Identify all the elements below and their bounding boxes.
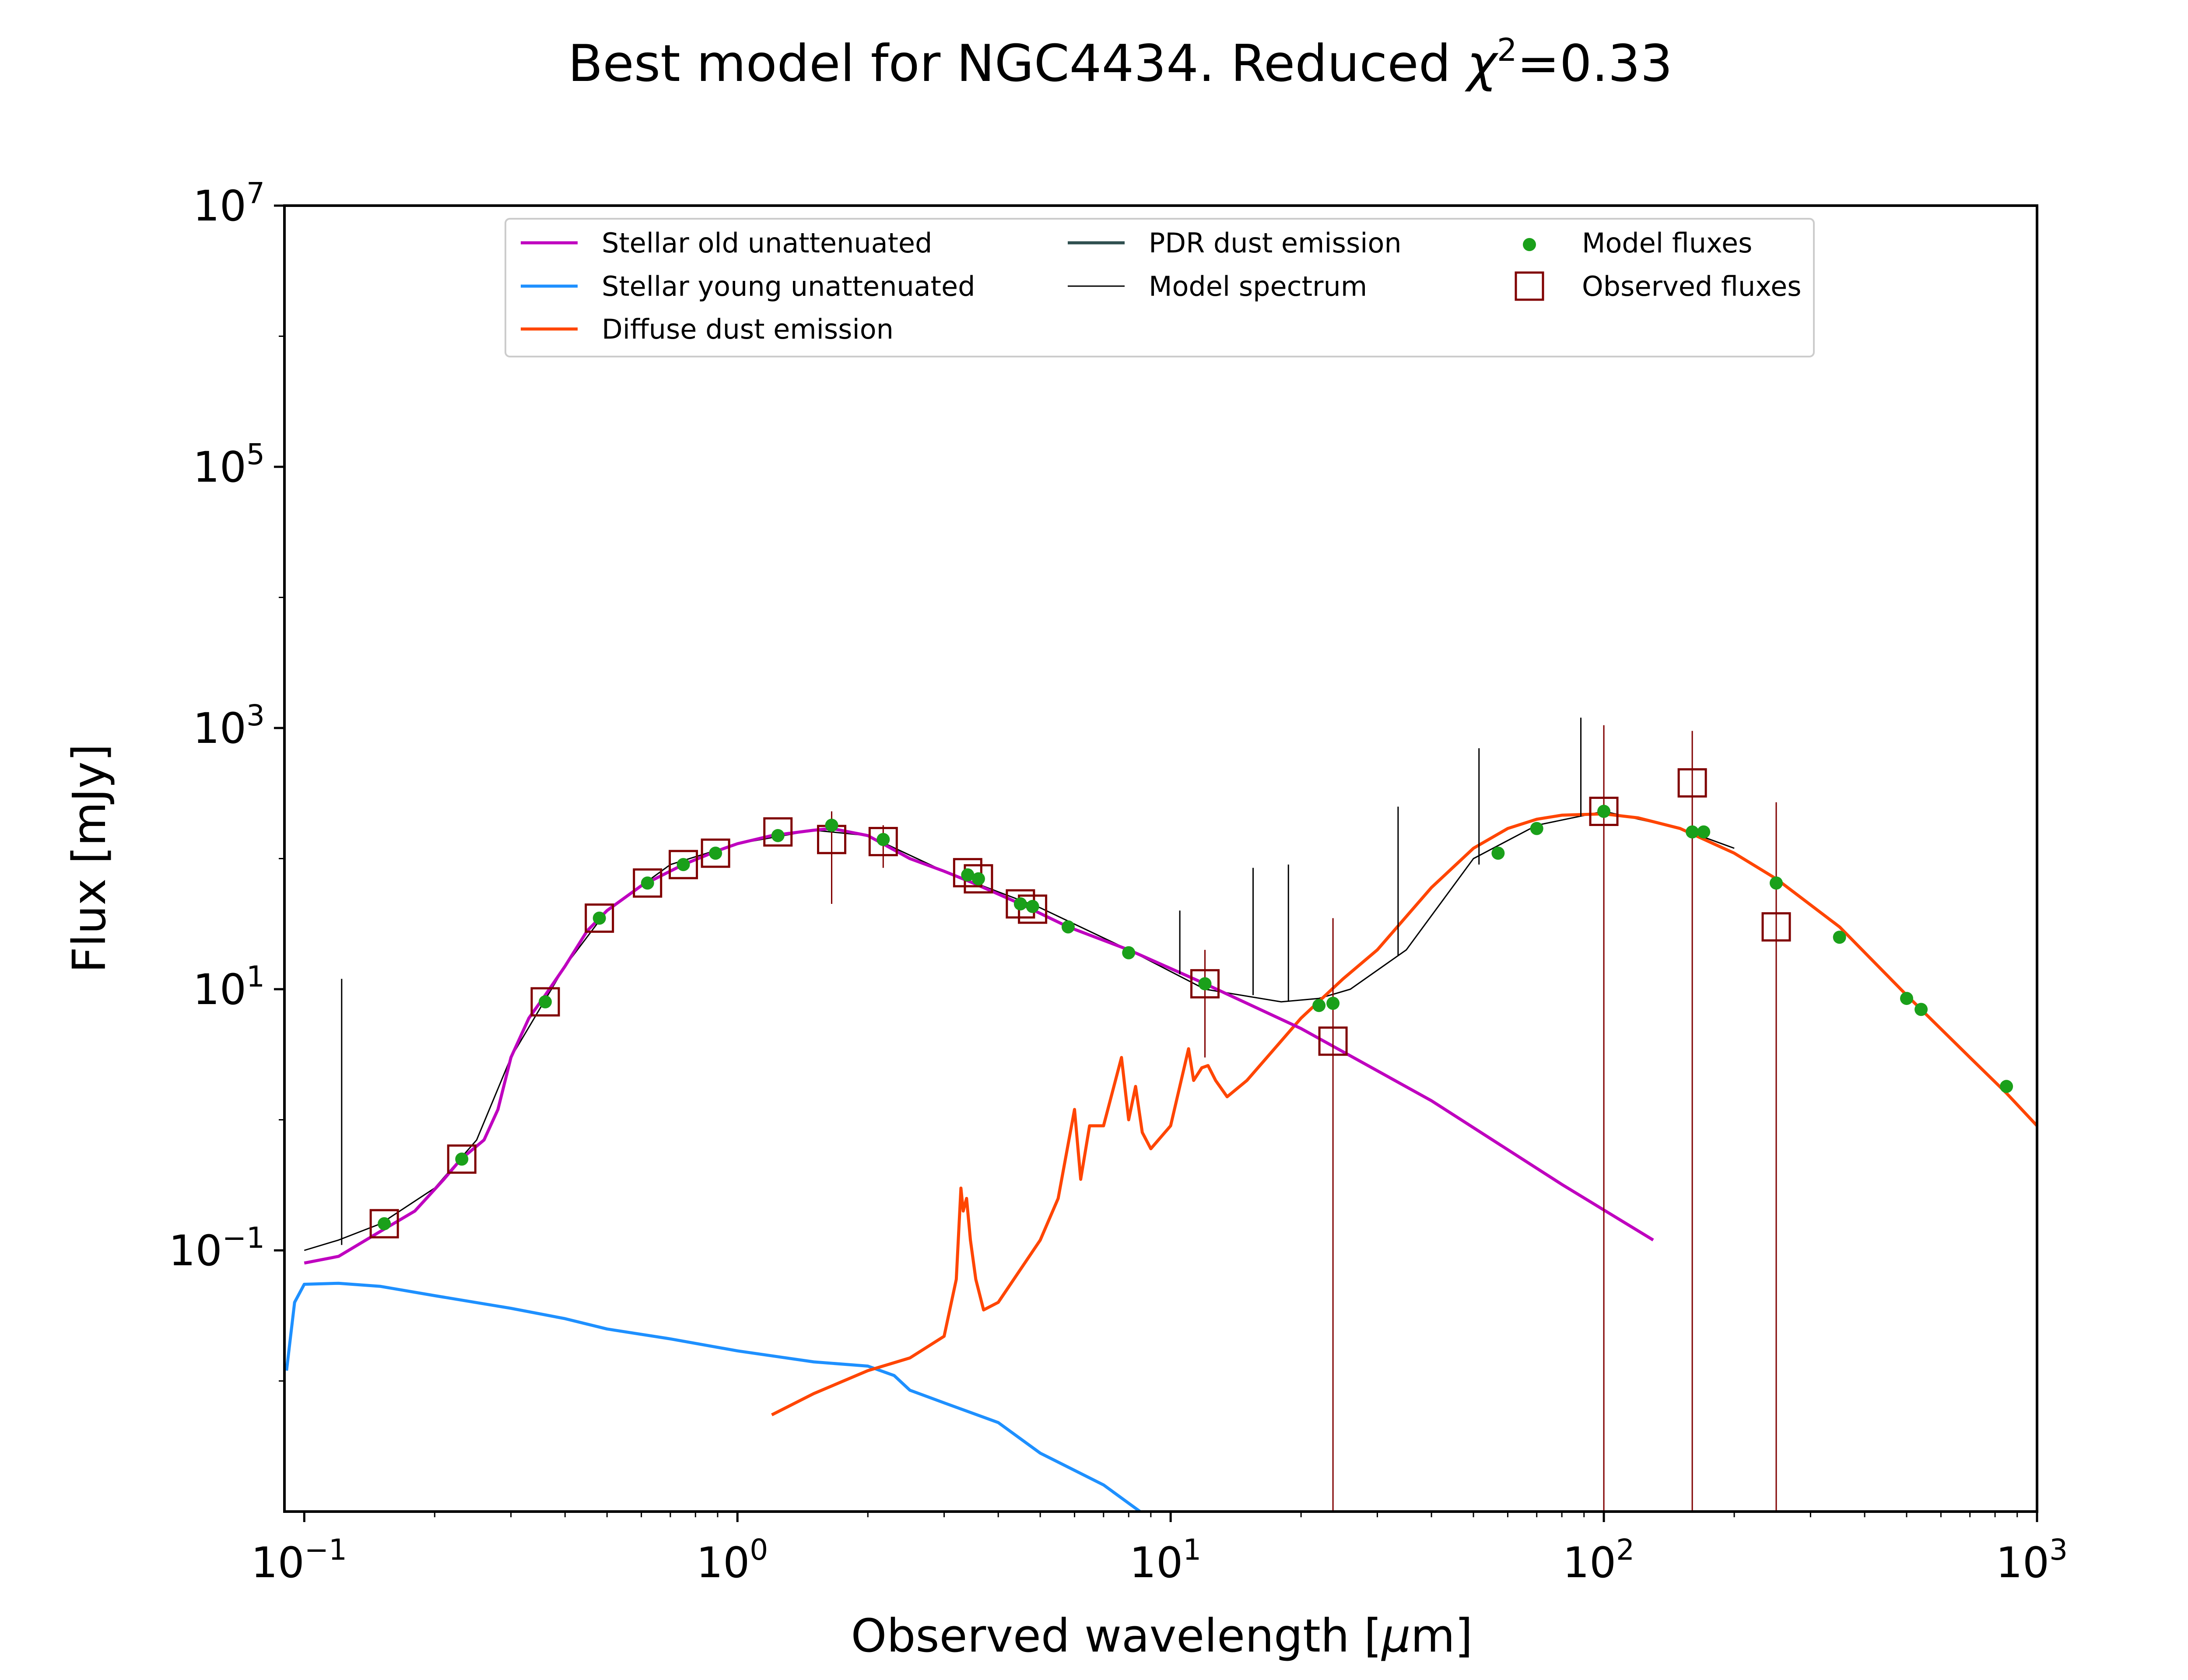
model-flux-point <box>641 876 654 890</box>
observed-flux-point <box>369 1209 399 1239</box>
observed-flux-point <box>447 1144 477 1174</box>
observed-flux-point <box>1761 912 1791 942</box>
y-axis-label: Flux [mJy] <box>63 744 116 973</box>
series-diffuse-dust-emission <box>771 812 2037 1417</box>
observed-flux-point <box>763 817 793 847</box>
observed-flux-point <box>1677 768 1707 798</box>
legend-frame <box>505 218 1815 357</box>
model-flux-point <box>1530 822 1543 835</box>
legend-label-pdr-dust-emission: PDR dust emission <box>1149 227 1402 259</box>
x-tick-label: 103 <box>1996 1533 2068 1587</box>
legend-swatch <box>1523 238 1536 251</box>
model-flux-point <box>538 995 552 1008</box>
observed-flux-point <box>585 903 614 933</box>
model-flux-point <box>825 819 838 832</box>
chart-title: Best model for NGC4434. Reduced χ2=0.33 <box>568 32 1673 93</box>
model-flux-point <box>877 833 890 846</box>
legend-swatch <box>1515 271 1544 301</box>
model-flux-point <box>1013 897 1027 911</box>
model-flux-point <box>593 911 606 925</box>
observed-flux-point <box>633 868 663 898</box>
observed-flux-point <box>701 838 730 868</box>
legend-label-diffuse-dust-emission: Diffuse dust emission <box>602 313 894 345</box>
model-flux-point <box>1597 805 1611 818</box>
legend-label-model-fluxes: Model fluxes <box>1582 227 1752 259</box>
model-flux-point <box>677 858 690 872</box>
legend-label-stellar-young-unattenuated: Stellar young unattenuated <box>602 270 975 302</box>
model-flux-point <box>1198 977 1212 990</box>
observed-flux-point <box>669 850 698 879</box>
model-flux-point <box>1326 997 1340 1010</box>
model-flux-point <box>1686 825 1699 839</box>
observed-flux-point <box>1190 969 1220 999</box>
legend: Stellar old unattenuated Stellar young un… <box>505 218 1815 357</box>
y-tick-label: 101 <box>193 960 265 1014</box>
x-tick-label: 101 <box>1129 1533 1201 1587</box>
y-tick-label: 107 <box>193 176 265 231</box>
observed-flux-point <box>530 987 560 1017</box>
series-model-spectrum <box>304 811 1735 1251</box>
legend-label-stellar-old-unattenuated: Stellar old unattenuated <box>602 227 932 259</box>
model-flux-point <box>455 1152 469 1166</box>
legend-label-observed-fluxes: Observed fluxes <box>1582 270 1802 302</box>
observed-flux-point <box>868 827 898 857</box>
model-flux-point <box>1491 847 1505 860</box>
y-tick-label: 105 <box>193 438 265 492</box>
series-stellar-young-unattenuated <box>285 1281 1141 1512</box>
y-tick-label: 103 <box>193 699 265 753</box>
x-axis-label: Observed wavelength [μm] <box>851 1609 1473 1662</box>
model-flux-point <box>1061 920 1075 934</box>
x-tick-label: 100 <box>696 1533 768 1587</box>
observed-flux-point <box>1318 1026 1348 1056</box>
model-flux-point <box>1026 900 1039 913</box>
observed-flux-point <box>1589 797 1619 826</box>
model-flux-point <box>2000 1080 2013 1093</box>
model-flux-point <box>1697 825 1711 839</box>
model-flux-point <box>961 868 975 882</box>
model-flux-point <box>1914 1003 1928 1016</box>
model-flux-point <box>1900 992 1914 1005</box>
model-flux-point <box>771 829 785 842</box>
observed-flux-point <box>953 858 982 888</box>
model-flux-point <box>1122 946 1136 959</box>
model-flux-point <box>1833 931 1846 944</box>
model-flux-point <box>709 847 722 860</box>
y-tick-label: 10−1 <box>169 1221 265 1275</box>
model-flux-point <box>971 872 985 886</box>
model-flux-point <box>1770 876 1783 890</box>
legend-label-model-spectrum: Model spectrum <box>1149 270 1367 302</box>
x-tick-label: 102 <box>1563 1533 1634 1587</box>
series-stellar-old-unattenuated <box>304 827 1654 1265</box>
x-tick-label: 10−1 <box>251 1533 347 1587</box>
model-flux-point <box>378 1217 391 1231</box>
model-flux-point <box>1312 999 1326 1012</box>
